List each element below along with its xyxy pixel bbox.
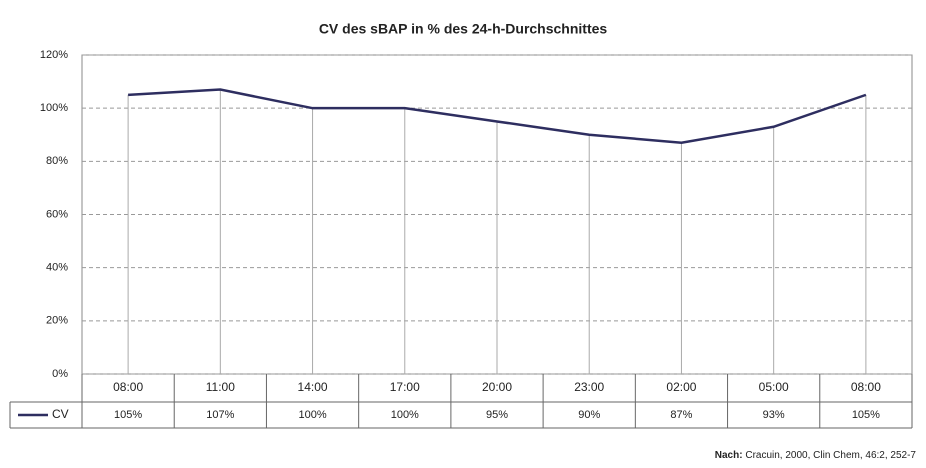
x-tick-label: 14:00 bbox=[298, 380, 328, 394]
value-label: 90% bbox=[578, 409, 600, 421]
value-label: 105% bbox=[114, 409, 142, 421]
y-tick-label: 120% bbox=[40, 49, 68, 61]
y-tick-label: 80% bbox=[46, 155, 68, 167]
value-label: 87% bbox=[670, 409, 692, 421]
y-tick-label: 100% bbox=[40, 102, 68, 114]
chart-title: CV des sBAP in % des 24-h-Durchschnittes bbox=[319, 21, 608, 37]
x-tick-label: 17:00 bbox=[390, 380, 420, 394]
x-tick-label: 08:00 bbox=[113, 380, 143, 394]
x-tick-label: 20:00 bbox=[482, 380, 512, 394]
x-tick-label: 02:00 bbox=[666, 380, 696, 394]
source-label: Nach: bbox=[715, 450, 743, 461]
y-tick-label: 20% bbox=[46, 315, 68, 327]
value-label: 93% bbox=[763, 409, 785, 421]
line bbox=[128, 88, 867, 144]
value-label: 100% bbox=[298, 409, 326, 421]
x-tick-label: 08:00 bbox=[851, 380, 881, 394]
x-tick-label: 05:00 bbox=[759, 380, 789, 394]
x-tick-label: 11:00 bbox=[206, 380, 235, 394]
source: Nach: Cracuin, 2000, Clin Chem, 46:2, 25… bbox=[715, 450, 917, 461]
x-tick-label: 23:00 bbox=[574, 380, 604, 394]
y-tick-label: 60% bbox=[46, 208, 68, 220]
value-label: 95% bbox=[486, 409, 508, 421]
source-text: Cracuin, 2000, Clin Chem, 46:2, 252-7 bbox=[745, 450, 916, 461]
y-tick-label: 40% bbox=[46, 262, 68, 274]
value-label: 100% bbox=[391, 409, 419, 421]
legend-label: CV bbox=[52, 407, 69, 421]
value-label: 105% bbox=[852, 409, 880, 421]
value-label: 107% bbox=[206, 409, 234, 421]
y-tick-label: 0% bbox=[52, 368, 68, 380]
